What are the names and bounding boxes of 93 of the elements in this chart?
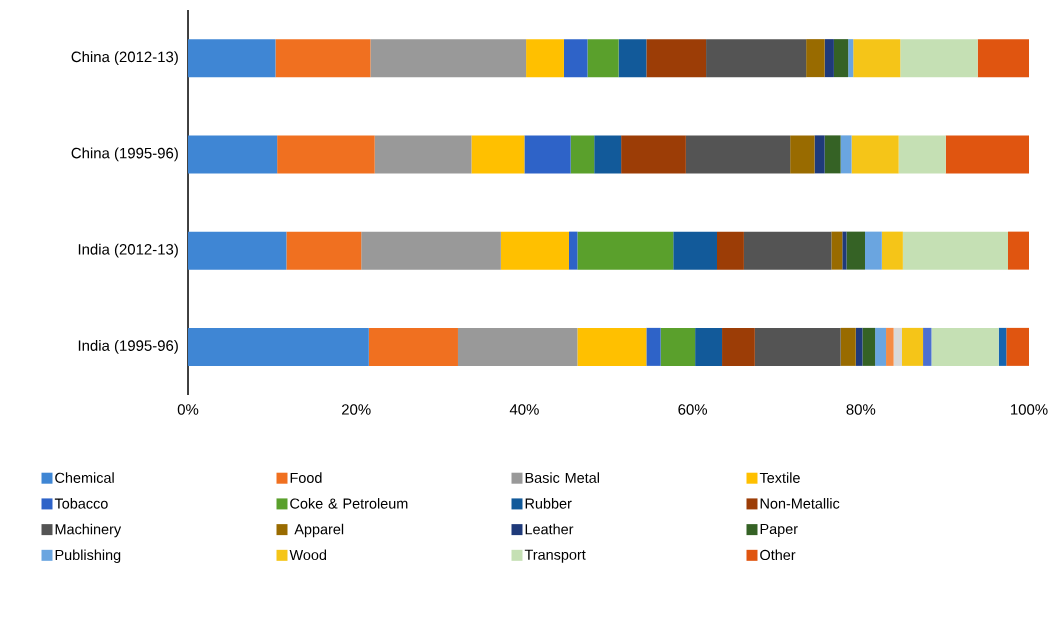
bar [846, 231, 866, 270]
bar [840, 327, 856, 366]
bar [500, 231, 569, 270]
legend-label: Wood [289, 549, 327, 561]
bar [1006, 327, 1030, 366]
bar [368, 327, 458, 366]
bar [570, 135, 595, 174]
bar [717, 231, 744, 270]
legend-label: Paper [760, 524, 798, 537]
legend-label: Machinery [55, 523, 122, 538]
bar [900, 39, 978, 78]
bar [594, 135, 622, 174]
bar [806, 39, 825, 78]
bar [833, 39, 849, 78]
legend-label: Publishing [55, 549, 121, 563]
bar [902, 231, 1008, 270]
x-tick-label: 0% [177, 404, 199, 415]
bar [851, 135, 899, 174]
bar [577, 231, 674, 270]
bar [842, 231, 847, 270]
bar [754, 327, 841, 366]
bar [275, 39, 371, 78]
bar [865, 231, 882, 270]
bar [862, 327, 876, 366]
bar [706, 39, 807, 78]
legend-label: Rubber [525, 498, 572, 509]
bar [188, 231, 287, 270]
x-tick-label: 80% [846, 404, 876, 415]
y-tick-label: India (1995-96) [78, 339, 178, 354]
x-tick-label: 60% [678, 404, 708, 415]
legend-label: Apparel [294, 523, 344, 538]
bar [526, 39, 564, 78]
bar [824, 135, 841, 174]
bar [902, 327, 924, 366]
legend-label: Leather [525, 523, 574, 535]
bar [853, 39, 901, 78]
bar [660, 327, 696, 366]
legend-label: Other [760, 549, 796, 561]
bar [374, 135, 472, 174]
bar [277, 135, 375, 174]
bar [563, 39, 588, 78]
bar [998, 327, 1007, 366]
bar [722, 327, 755, 366]
bar [646, 39, 707, 78]
bar [286, 231, 362, 270]
bar [370, 39, 527, 78]
legend-label: Chemical [55, 472, 114, 483]
bar [695, 327, 723, 366]
legend-label: Food [290, 472, 322, 483]
legend-label: Coke & Petroleum [290, 498, 408, 509]
bar [618, 39, 647, 78]
bar [814, 135, 825, 174]
y-tick-label: China (1995-96) [71, 147, 178, 162]
y-tick-label: China (2012-13) [71, 51, 178, 66]
bar [931, 327, 999, 366]
x-tick-label: 20% [342, 404, 371, 415]
bar [923, 327, 932, 366]
y-tick-label: India (2012-13) [78, 243, 178, 258]
bar [743, 231, 832, 270]
bar [824, 39, 834, 78]
bar [673, 231, 717, 270]
bar [188, 135, 278, 174]
legend-label: Tobacco [54, 498, 108, 509]
bar [188, 39, 276, 78]
bar [524, 135, 571, 174]
legend-label: Basic Metal [525, 472, 599, 483]
bar [945, 135, 1030, 174]
legend-label: Non-Metallic [760, 498, 840, 509]
bar [621, 135, 686, 174]
bar [471, 135, 525, 174]
bar [881, 231, 903, 270]
bar [886, 327, 894, 366]
bar [457, 327, 578, 366]
bar [977, 39, 1030, 78]
bar [568, 231, 578, 270]
bar [361, 231, 501, 270]
bar [848, 39, 854, 78]
bar [840, 135, 852, 174]
bar [577, 327, 647, 366]
bar [188, 327, 369, 366]
bar [790, 135, 815, 174]
legend-label: Transport [524, 549, 586, 563]
bar [1007, 231, 1030, 270]
bar [587, 39, 619, 78]
x-tick-label: 40% [509, 404, 539, 415]
bar [685, 135, 791, 174]
legend-label: Textile [759, 472, 800, 483]
bar [898, 135, 946, 174]
x-tick-label: 100% [1011, 404, 1048, 415]
bar [646, 327, 661, 366]
bar [875, 327, 887, 366]
bar [893, 327, 903, 366]
bar [831, 231, 843, 270]
